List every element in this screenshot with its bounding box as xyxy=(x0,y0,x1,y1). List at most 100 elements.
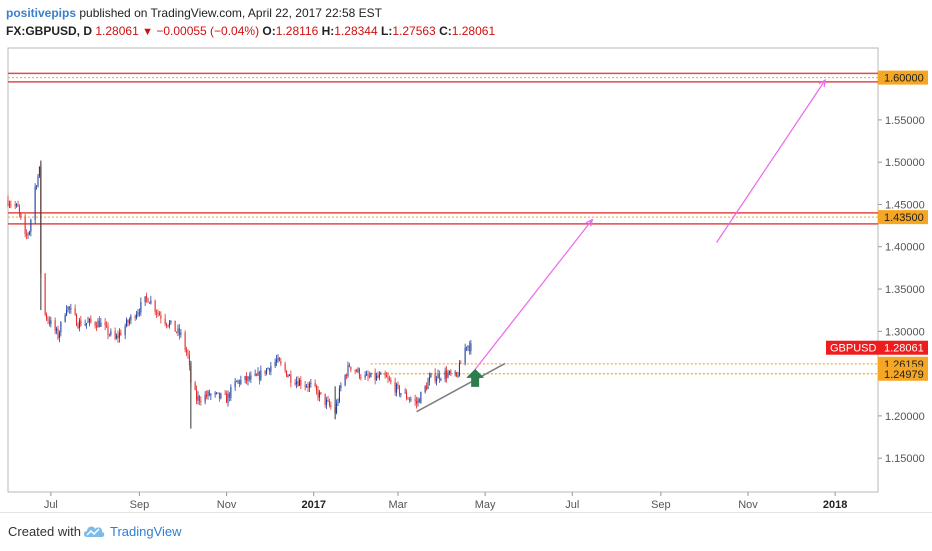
candle-body xyxy=(238,380,240,384)
candle-body xyxy=(306,386,308,388)
candle-body xyxy=(116,335,118,339)
candle-body xyxy=(60,321,62,333)
candle-body xyxy=(450,371,452,374)
candle-body xyxy=(54,320,56,331)
candle-body xyxy=(66,310,68,316)
candle-body xyxy=(78,320,80,328)
candle-body xyxy=(10,204,12,206)
candle-body xyxy=(266,368,268,374)
author-link[interactable]: positivepips xyxy=(6,6,77,20)
candle-body xyxy=(108,334,110,336)
candle-body xyxy=(320,392,322,394)
candle-body xyxy=(177,328,179,333)
candle-body xyxy=(456,372,458,377)
candle-body xyxy=(464,347,466,364)
time-tick-label: Jul xyxy=(565,499,579,511)
candle-body xyxy=(80,320,82,326)
candle-body xyxy=(256,373,258,376)
candle-body xyxy=(317,390,319,398)
price-chart[interactable]: 1.150001.200001.250001.300001.350001.400… xyxy=(0,44,932,512)
tradingview-brand[interactable]: TradingView xyxy=(110,524,182,539)
candle-body xyxy=(400,393,402,395)
candle-body xyxy=(470,343,472,352)
candle-body xyxy=(318,392,320,398)
candle-body xyxy=(448,371,450,374)
candle-body xyxy=(427,381,429,390)
time-tick-label: Nov xyxy=(738,499,758,511)
candle-body xyxy=(110,331,112,335)
plot-area[interactable] xyxy=(7,47,879,493)
price-tick-label: 1.35000 xyxy=(885,284,925,296)
candle-body xyxy=(100,322,102,327)
candle-body xyxy=(28,231,30,234)
price-tick-label: 1.15000 xyxy=(885,453,925,465)
time-tick-label: Nov xyxy=(217,499,237,511)
candle-body xyxy=(38,166,40,177)
candle-body xyxy=(20,212,22,218)
candle-body xyxy=(16,204,18,206)
candle-body xyxy=(410,399,412,401)
candle-body xyxy=(440,379,442,381)
candle-body xyxy=(197,396,199,401)
published-text: published on TradingView.com, April 22, … xyxy=(79,6,383,20)
candle-body xyxy=(416,400,418,404)
candle-body xyxy=(26,233,28,235)
candle-body xyxy=(284,363,286,371)
down-arrow-icon: ▼ xyxy=(142,26,153,38)
candle-body xyxy=(88,318,90,322)
candle-body xyxy=(234,381,236,388)
time-axis[interactable]: Jul Sep Nov 2017 Mar May Jul Sep Nov 2018 xyxy=(44,492,848,511)
candle-body xyxy=(287,375,289,377)
time-tick-label: May xyxy=(475,499,496,511)
candle-body xyxy=(434,373,436,382)
candle-body xyxy=(250,375,252,380)
close-value: 1.28061 xyxy=(451,24,496,38)
candle-body xyxy=(406,392,408,399)
price-axis[interactable]: 1.150001.200001.250001.300001.350001.400… xyxy=(878,73,925,466)
open-label: O: xyxy=(262,24,276,38)
candle-body xyxy=(97,320,99,328)
symbol-label[interactable]: FX:GBPUSD, D xyxy=(6,24,93,38)
footer: Created with TradingView xyxy=(0,512,932,551)
candle-body xyxy=(350,366,352,370)
candle-body xyxy=(98,320,100,327)
time-tick-label: Sep xyxy=(130,499,150,511)
candles xyxy=(7,160,472,429)
candle-body xyxy=(370,372,372,378)
candle-body xyxy=(360,377,362,379)
candle-body xyxy=(398,386,400,395)
candle-body xyxy=(146,296,148,299)
tradingview-cloud-icon[interactable] xyxy=(82,523,106,539)
candle-body xyxy=(138,312,140,314)
candle-body xyxy=(268,368,270,372)
candle-body xyxy=(58,332,60,339)
up-arrow-icon xyxy=(466,368,485,387)
candle-body xyxy=(297,381,299,386)
candle-body xyxy=(326,400,328,405)
candle-body xyxy=(340,385,342,389)
price-tag-box xyxy=(878,70,928,85)
candle-body xyxy=(168,322,170,327)
candle-body xyxy=(240,379,242,384)
candle-body xyxy=(200,401,202,403)
candle-body xyxy=(67,306,69,311)
projection-line xyxy=(474,219,593,370)
candle-body xyxy=(444,370,446,380)
price-tick-label: 1.40000 xyxy=(885,242,925,254)
candle-body xyxy=(30,219,32,232)
trendline xyxy=(416,362,506,413)
candle-body xyxy=(467,345,469,347)
candle-body xyxy=(387,377,389,379)
candle-body xyxy=(264,370,266,374)
candle-body xyxy=(126,319,128,327)
candle-body xyxy=(64,315,66,322)
candle-body xyxy=(417,399,419,404)
candle-body xyxy=(408,399,410,401)
candle-body xyxy=(56,328,58,331)
candle-body xyxy=(227,393,229,403)
candle-body xyxy=(396,384,398,393)
candle-body xyxy=(224,393,226,395)
candle-body xyxy=(446,370,448,378)
ohlc-line: FX:GBPUSD, D 1.28061 ▼ −0.00055 (−0.04%)… xyxy=(6,22,926,40)
candle-body xyxy=(298,380,300,386)
